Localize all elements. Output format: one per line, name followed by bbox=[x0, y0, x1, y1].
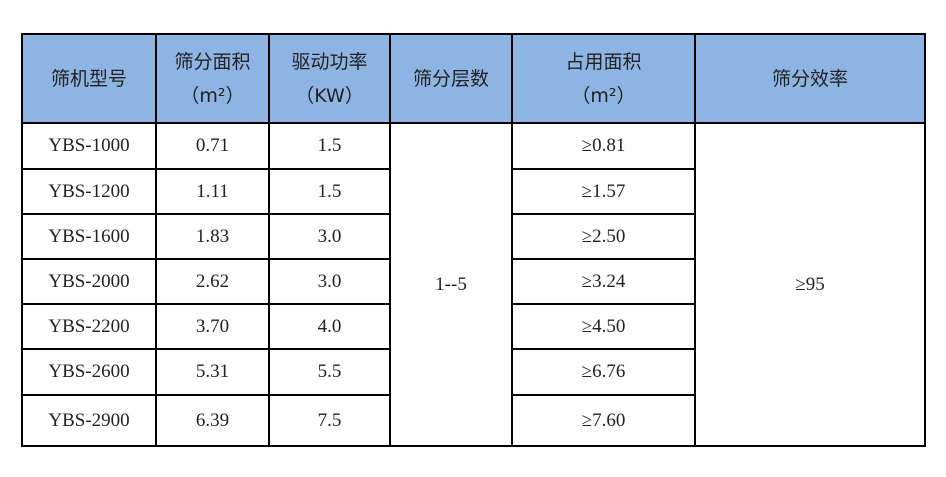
cell-area: 3.70 bbox=[155, 303, 270, 350]
header-unit: （m²） bbox=[180, 84, 245, 107]
cell-layers: 1--5 bbox=[389, 122, 513, 447]
header-title: 筛分面积 bbox=[174, 50, 251, 73]
cell-area: 1.83 bbox=[155, 213, 270, 260]
header-unit: （KW） bbox=[295, 84, 364, 107]
column-header: 筛机型号 bbox=[21, 33, 157, 124]
column-header: 筛分层数 bbox=[389, 33, 513, 124]
cell-power: 5.5 bbox=[268, 348, 391, 396]
cell-model: YBS-2600 bbox=[21, 348, 157, 396]
cell-model: YBS-2900 bbox=[21, 394, 157, 447]
header-unit: （m²） bbox=[571, 84, 636, 107]
table-row: YBS-2600 5.31 5.5 ≥6.76 bbox=[21, 348, 925, 396]
cell-footprint: ≥0.81 bbox=[511, 122, 696, 170]
cell-power: 1.5 bbox=[268, 168, 391, 215]
cell-model: YBS-2200 bbox=[21, 303, 157, 350]
header-title: 筛分层数 bbox=[412, 67, 489, 90]
header-title: 占用面积 bbox=[565, 50, 642, 73]
table-row: YBS-2200 3.70 4.0 ≥4.50 bbox=[21, 303, 925, 350]
header-title: 筛机型号 bbox=[50, 67, 127, 90]
cell-model: YBS-2000 bbox=[21, 258, 157, 305]
cell-power: 3.0 bbox=[268, 213, 391, 260]
cell-footprint: ≥4.50 bbox=[511, 303, 696, 350]
table-row: YBS-2000 2.62 3.0 ≥3.24 bbox=[21, 258, 925, 305]
cell-power: 3.0 bbox=[268, 258, 391, 305]
cell-power: 4.0 bbox=[268, 303, 391, 350]
cell-area: 5.31 bbox=[155, 348, 270, 396]
spec-table: 筛机型号 筛分面积 （m²） 驱动功率 （KW） 筛分层数 占用面积 （m²） 筛分效率 YBS… bbox=[21, 33, 926, 447]
table-row: YBS-1000 0.71 1.5 1--5 ≥0.81 ≥95 bbox=[21, 122, 926, 447]
cell-footprint: ≥7.60 bbox=[511, 394, 696, 447]
header-title: 筛分效率 bbox=[771, 67, 848, 90]
table-row: YBS-1200 1.11 1.5 ≥1.57 bbox=[21, 168, 925, 215]
cell-model: YBS-1200 bbox=[21, 168, 157, 215]
cell-efficiency: ≥95 bbox=[694, 122, 926, 447]
cell-area: 0.71 bbox=[155, 122, 270, 170]
table-row: YBS-2900 6.39 7.5 ≥7.60 bbox=[21, 394, 925, 447]
header-title: 驱动功率 bbox=[291, 50, 368, 73]
cell-model: YBS-1000 bbox=[21, 122, 157, 170]
cell-area: 6.39 bbox=[155, 394, 270, 447]
cell-footprint: ≥1.57 bbox=[511, 168, 696, 215]
cell-footprint: ≥3.24 bbox=[511, 258, 696, 305]
cell-area: 2.62 bbox=[155, 258, 270, 305]
header-row: 筛机型号 筛分面积 （m²） 驱动功率 （KW） 筛分层数 占用面积 （m²） 筛分效率 bbox=[21, 33, 926, 124]
column-header: 筛分效率 bbox=[694, 33, 926, 124]
cell-footprint: ≥6.76 bbox=[511, 348, 696, 396]
cell-model: YBS-1600 bbox=[21, 213, 157, 260]
column-header: 驱动功率 （KW） bbox=[268, 33, 391, 124]
table-row: YBS-1600 1.83 3.0 ≥2.50 bbox=[21, 213, 925, 260]
cell-power: 7.5 bbox=[268, 394, 391, 447]
cell-footprint: ≥2.50 bbox=[511, 213, 696, 260]
cell-power: 1.5 bbox=[268, 122, 391, 170]
column-header: 占用面积 （m²） bbox=[511, 33, 696, 124]
cell-area: 1.11 bbox=[155, 168, 270, 215]
column-header: 筛分面积 （m²） bbox=[155, 33, 270, 124]
